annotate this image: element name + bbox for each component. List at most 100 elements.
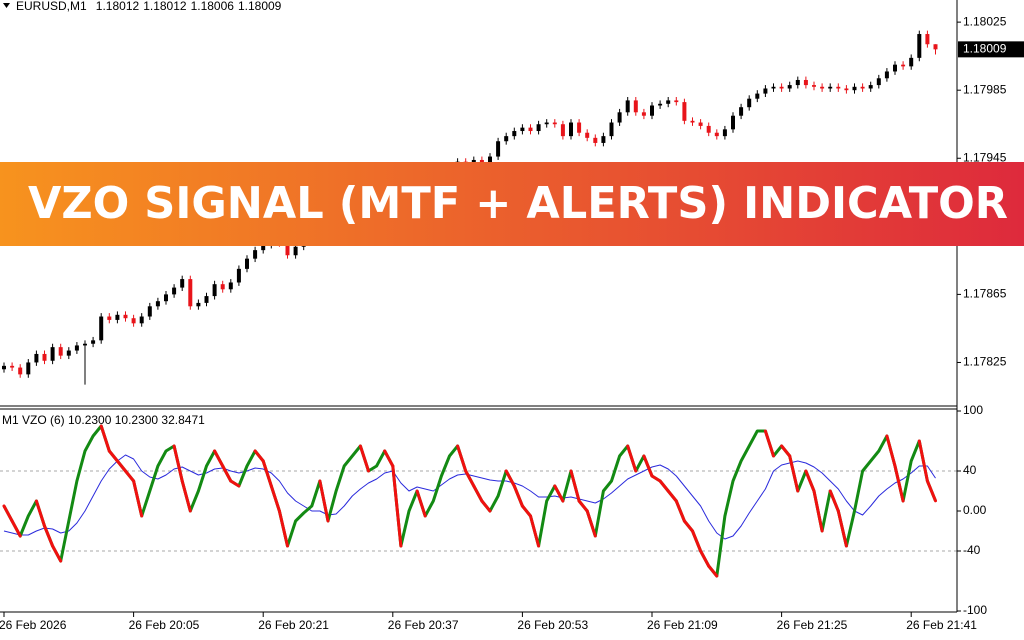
falling-segment	[691, 529, 703, 553]
x-tick-label: 26 Feb 21:41	[906, 618, 977, 632]
x-tick-label: 26 Feb 20:53	[517, 618, 588, 632]
candle-body	[901, 64, 906, 67]
candle-body	[666, 100, 671, 104]
falling-segment	[658, 479, 670, 493]
candle-body	[641, 112, 646, 116]
candle-body	[544, 122, 549, 125]
candle-body	[293, 246, 298, 256]
x-tick-label: 26 Feb 2026	[0, 618, 67, 632]
x-tick-label: 26 Feb 21:25	[777, 618, 848, 632]
falling-segment	[172, 444, 184, 483]
candle-body	[933, 44, 938, 50]
symbol: EURUSD,M1	[16, 0, 87, 13]
falling-segment	[107, 449, 119, 463]
y-tick-label: 1.18025	[963, 14, 1007, 28]
falling-segment	[480, 499, 492, 513]
signal-line	[3, 454, 936, 540]
candle-body	[739, 107, 744, 116]
candle-body	[658, 103, 663, 106]
candle-body	[625, 100, 630, 113]
candle-body	[123, 314, 128, 319]
falling-segment	[917, 439, 929, 483]
candle-body	[99, 316, 104, 341]
falling-segment	[682, 519, 694, 533]
candle-body	[83, 343, 87, 346]
candle-body	[828, 86, 833, 89]
falling-segment	[229, 479, 241, 488]
candle-body	[139, 316, 144, 324]
falling-segment	[788, 454, 800, 493]
candle-body	[220, 284, 225, 290]
candle-body	[42, 353, 47, 361]
candle-body	[560, 124, 565, 137]
candle-body	[698, 122, 703, 126]
candle-body	[569, 122, 573, 137]
falling-segment	[585, 509, 597, 538]
falling-segment	[383, 449, 395, 468]
candle-body	[722, 129, 727, 137]
falling-segment	[666, 489, 678, 503]
candle-body	[690, 120, 695, 123]
falling-segment	[269, 484, 281, 513]
falling-segment	[504, 469, 516, 488]
candle-body	[876, 78, 881, 86]
falling-segment	[626, 444, 638, 473]
ohlc-close: 1.18009	[238, 0, 282, 13]
falling-segment	[391, 464, 403, 548]
candle-body	[504, 136, 509, 142]
candle-body	[593, 137, 598, 143]
falling-segment	[221, 464, 233, 483]
falling-segment	[415, 489, 427, 518]
candle-body	[747, 98, 752, 108]
candle-body	[520, 127, 525, 132]
y-tick-label: 100	[963, 403, 983, 417]
candle-body	[58, 347, 63, 356]
candle-body	[585, 132, 590, 138]
candle-body	[488, 156, 492, 167]
candle-body	[26, 362, 31, 375]
candle-body	[893, 64, 897, 72]
indicator-header: M1 VZO (6) 10.2300 10.2300 32.8471	[2, 413, 205, 427]
falling-segment	[780, 444, 792, 458]
candle-body	[909, 57, 914, 67]
candle-body	[844, 88, 849, 91]
candle-body	[155, 301, 160, 307]
current-price-box	[958, 41, 1024, 58]
falling-segment	[512, 484, 524, 508]
candle-body	[536, 124, 541, 132]
banner-title: VZO SIGNAL (MTF + ALERTS) INDICATOR	[28, 178, 1008, 229]
candle-body	[820, 86, 825, 89]
candle-body	[609, 122, 614, 137]
candle-body	[528, 127, 533, 132]
candle-body	[172, 287, 177, 295]
y-tick-label: 0.00	[963, 503, 987, 517]
falling-segment	[99, 424, 111, 453]
falling-segment	[707, 564, 719, 578]
ohlc-high: 1.18012	[143, 0, 187, 13]
candle-body	[228, 282, 233, 290]
y-tick-label: 1.17865	[963, 287, 1007, 301]
candle-body	[212, 284, 217, 297]
candle-body	[50, 347, 55, 361]
x-tick-label: 26 Feb 20:05	[129, 618, 200, 632]
candle-body	[115, 314, 120, 320]
candle-body	[577, 122, 582, 133]
candle-body	[706, 125, 711, 133]
candle-body	[2, 365, 6, 370]
x-tick-label: 26 Feb 21:09	[647, 618, 718, 632]
y-tick-label: -100	[963, 603, 987, 617]
falling-segment	[358, 444, 370, 473]
candle-body	[925, 34, 930, 45]
candle-body	[731, 115, 735, 130]
candle-body	[66, 350, 71, 356]
falling-segment	[124, 469, 136, 483]
candle-body	[253, 250, 258, 259]
candle-body	[552, 122, 557, 125]
falling-segment	[925, 479, 937, 503]
menu-arrow[interactable]	[3, 3, 10, 8]
falling-segment	[253, 449, 265, 463]
candle-body	[860, 86, 865, 89]
falling-segment	[650, 474, 662, 483]
candle-body	[682, 102, 687, 121]
